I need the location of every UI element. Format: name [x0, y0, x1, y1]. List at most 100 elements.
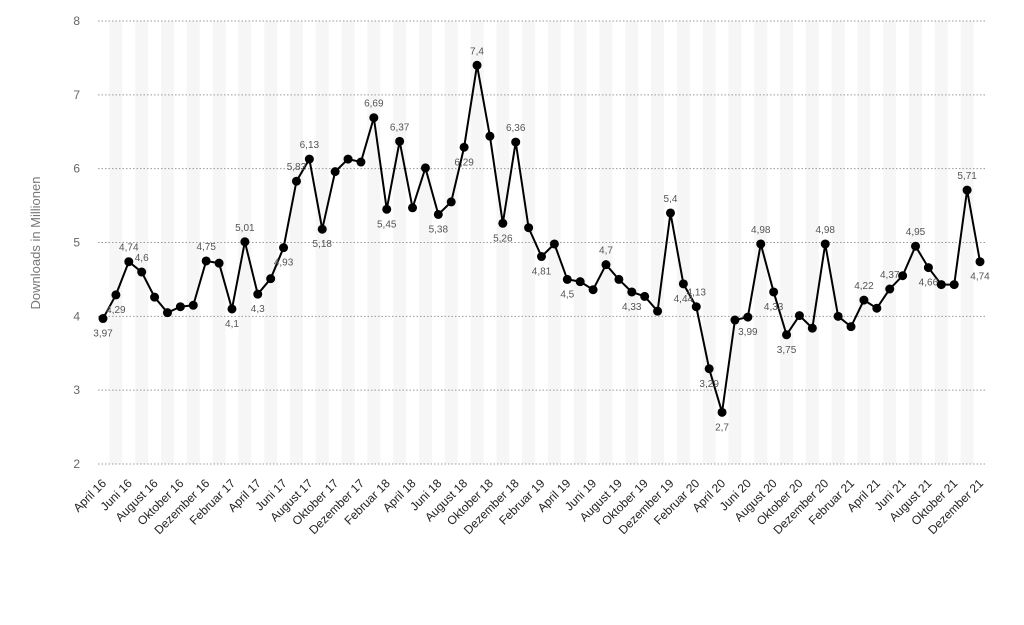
- point: [511, 137, 521, 147]
- point: [575, 277, 585, 287]
- point: [549, 239, 559, 249]
- point: [201, 256, 211, 266]
- data-label: 4,5: [560, 289, 574, 300]
- stripe: [780, 21, 793, 464]
- point: [769, 287, 779, 297]
- data-label: 4,75: [196, 242, 216, 253]
- data-label: 5,83: [287, 162, 307, 173]
- data-label: 4,29: [106, 305, 126, 316]
- data-label: 6,13: [300, 140, 320, 151]
- point: [872, 303, 882, 313]
- data-label: 5,4: [664, 194, 678, 205]
- point: [408, 203, 418, 213]
- point: [962, 185, 972, 195]
- point: [279, 243, 289, 253]
- stripe: [341, 21, 355, 464]
- data-label: 6,69: [364, 99, 384, 110]
- data-label: 4,95: [906, 227, 926, 238]
- y-tick-label: 4: [73, 309, 80, 323]
- point: [253, 289, 263, 299]
- data-label: 4,22: [854, 281, 874, 292]
- data-label: 4,93: [274, 258, 294, 269]
- point: [433, 209, 443, 219]
- stripe: [161, 21, 174, 464]
- data-label: 5,18: [313, 239, 333, 250]
- point: [665, 208, 675, 218]
- data-label: 4,98: [816, 225, 836, 236]
- point: [911, 241, 921, 251]
- stripe: [573, 21, 587, 464]
- point: [291, 176, 301, 186]
- y-axis-label: Downloads in Millionen: [28, 177, 43, 310]
- point: [240, 237, 250, 247]
- data-label: 2,7: [715, 422, 729, 433]
- point: [485, 131, 495, 141]
- stripe: [212, 21, 226, 464]
- point: [330, 167, 340, 177]
- data-label: 6,29: [454, 157, 474, 168]
- point: [975, 257, 985, 267]
- stripe: [625, 21, 639, 464]
- data-label: 4,3: [251, 304, 265, 315]
- point: [820, 239, 830, 249]
- data-label: 7,4: [470, 46, 484, 57]
- point: [420, 163, 430, 173]
- point: [807, 323, 817, 333]
- point: [885, 284, 895, 294]
- data-label: 4,74: [119, 243, 139, 254]
- y-tick-label: 8: [73, 14, 80, 28]
- stripe: [135, 21, 149, 464]
- stripe: [934, 21, 948, 464]
- point: [614, 274, 624, 284]
- point: [794, 311, 804, 321]
- data-label: 4,98: [751, 225, 771, 236]
- point: [124, 257, 134, 267]
- stripe: [290, 21, 303, 464]
- data-label: 5,26: [493, 233, 513, 244]
- point: [266, 274, 276, 284]
- data-label: 4,7: [599, 246, 613, 257]
- data-label: 4,1: [225, 319, 239, 330]
- data-label: 5,38: [429, 224, 449, 235]
- data-label: 4,37: [880, 270, 900, 281]
- stripe: [418, 21, 432, 464]
- point: [98, 314, 108, 324]
- y-tick-label: 2: [73, 457, 80, 471]
- data-label: 6,37: [390, 122, 410, 133]
- point: [317, 224, 327, 234]
- stripe: [728, 21, 742, 464]
- point: [382, 204, 392, 214]
- point: [446, 197, 456, 207]
- point: [343, 154, 353, 164]
- point: [743, 312, 753, 322]
- data-label: 6,36: [506, 123, 526, 134]
- point: [653, 306, 663, 316]
- stripe: [444, 21, 458, 464]
- point: [395, 136, 405, 146]
- point: [150, 292, 160, 302]
- point: [627, 287, 637, 297]
- point: [369, 113, 379, 123]
- point: [640, 291, 650, 301]
- point: [859, 295, 869, 305]
- line: [102, 65, 981, 413]
- stripe: [496, 21, 510, 464]
- point: [588, 285, 598, 295]
- point: [601, 260, 611, 270]
- point: [846, 322, 856, 332]
- point: [227, 304, 237, 314]
- point: [537, 252, 546, 262]
- data-label: 5,45: [377, 219, 397, 230]
- point: [704, 364, 714, 374]
- data-label: 4,33: [622, 302, 642, 313]
- point: [949, 280, 959, 290]
- y-tick-label: 5: [73, 236, 80, 250]
- data-label: 4,13: [687, 288, 707, 299]
- point: [472, 60, 482, 70]
- data-label: 4,6: [135, 253, 149, 264]
- data-label: 3,29: [699, 379, 719, 390]
- point: [782, 330, 792, 340]
- point: [356, 157, 366, 167]
- data-label: 3,97: [93, 329, 113, 340]
- data-label: 5,01: [235, 223, 255, 234]
